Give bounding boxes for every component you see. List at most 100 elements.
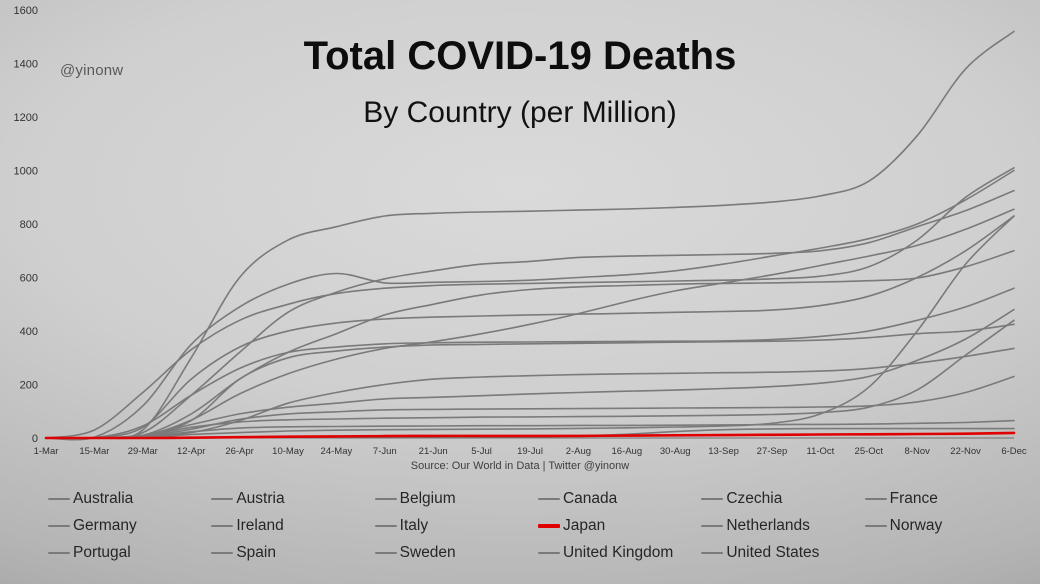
x-axis-tick-label: 1-Mar — [34, 446, 59, 457]
series-line-czechia — [45, 215, 1015, 439]
series-line-united-kingdom — [45, 189, 1015, 439]
y-axis-tick-label: 0 — [32, 433, 38, 445]
legend-item-ireland: Ireland — [211, 517, 374, 535]
y-axis-tick-label: 1600 — [14, 5, 38, 17]
legend-swatch-spain — [211, 552, 234, 554]
series-line-germany — [45, 375, 1015, 439]
x-axis-tick-label: 13-Sep — [708, 446, 739, 457]
x-axis-tick-label: 10-May — [272, 446, 304, 457]
x-axis-tick-label: 26-Apr — [225, 446, 254, 457]
x-axis-tick-label: 16-Aug — [611, 446, 642, 457]
legend-swatch-portugal — [48, 552, 70, 554]
legend-item-canada: Canada — [537, 490, 701, 508]
legend-label: United States — [726, 544, 820, 561]
legend-item-czechia: Czechia — [701, 490, 864, 508]
x-axis-tick-label: 15-Mar — [79, 446, 109, 457]
x-axis-tick-label: 27-Sep — [757, 446, 788, 457]
y-axis-tick-label: 200 — [20, 380, 38, 392]
legend-swatch-france — [864, 498, 887, 500]
legend-swatch-united-states — [701, 552, 724, 554]
legend-swatch-ireland — [211, 525, 234, 527]
legend-swatch-sweden — [374, 552, 397, 554]
page-title: Total COVID-19 Deaths — [303, 34, 737, 78]
y-axis-tick-label: 400 — [20, 326, 38, 338]
legend-label: Italy — [399, 517, 429, 534]
legend-swatch-belgium — [374, 498, 397, 500]
legend-item-germany: Germany — [48, 517, 211, 535]
legend-label: Belgium — [399, 490, 456, 507]
y-axis-tick-label: 1400 — [14, 59, 38, 71]
legend-label: Czechia — [726, 490, 783, 507]
x-axis-tick-label: 21-Jun — [419, 446, 448, 457]
series-line-netherlands — [45, 287, 1015, 440]
chart-legend: Australia Austria Belgium Canada Czechia Fran… — [48, 490, 1028, 562]
x-axis-tick-label: 7-Jun — [373, 446, 397, 457]
legend-swatch-italy — [374, 525, 397, 527]
x-axis-tick-label: 29-Mar — [128, 446, 158, 457]
legend-item-austria: Austria — [211, 490, 374, 508]
legend-label: Austria — [236, 490, 285, 507]
x-axis-tick-label: 19-Jul — [517, 446, 543, 457]
legend-swatch-united-kingdom — [537, 552, 560, 554]
legend-swatch-norway — [864, 525, 887, 527]
legend-item-spain: Spain — [211, 544, 374, 562]
watermark: @yinonw — [60, 62, 124, 79]
legend-label: Norway — [889, 517, 943, 534]
series-line-france — [45, 215, 1015, 440]
legend-label: Ireland — [236, 517, 284, 534]
legend-item-sweden: Sweden — [374, 544, 538, 562]
x-axis-tick-label: 30-Aug — [660, 446, 691, 457]
legend-item-portugal: Portugal — [48, 544, 211, 562]
legend-label: Canada — [562, 490, 618, 507]
series-line-sweden — [45, 250, 1015, 439]
series-line-italy — [45, 167, 1015, 439]
y-axis-tick-label: 1200 — [14, 112, 38, 124]
x-axis-tick-label: 2-Aug — [566, 446, 591, 457]
x-axis-tick-label: 25-Oct — [855, 446, 884, 457]
legend-label: Portugal — [73, 544, 131, 561]
x-axis-tick-label: 12-Apr — [177, 446, 206, 457]
legend-label: Australia — [73, 490, 134, 507]
legend-item-norway: Norway — [864, 517, 1028, 535]
legend-swatch-australia — [48, 498, 70, 500]
page-subtitle: By Country (per Million) — [363, 96, 677, 129]
y-axis-tick-label: 600 — [20, 273, 38, 285]
legend-item-belgium: Belgium — [374, 490, 538, 508]
x-axis-tick-label: 8-Nov — [905, 446, 931, 457]
legend-item-italy: Italy — [374, 517, 538, 535]
legend-label: Netherlands — [726, 517, 810, 534]
series-line-norway — [45, 419, 1015, 439]
x-axis-tick-label: 6-Dec — [1001, 446, 1027, 457]
series-line-united-states — [45, 208, 1015, 439]
legend-swatch-czechia — [701, 498, 724, 500]
series-line-ireland — [45, 323, 1015, 439]
legend-item-japan: Japan — [537, 517, 701, 535]
legend-item-united-kingdom: United Kingdom — [537, 544, 701, 562]
legend-swatch-canada — [537, 498, 560, 500]
legend-item-australia: Australia — [48, 490, 211, 508]
series-line-portugal — [45, 308, 1015, 439]
x-axis-tick-label: 11-Oct — [806, 446, 834, 457]
x-axis-tick-label: 22-Nov — [950, 446, 981, 457]
y-axis-tick-label: 1000 — [14, 166, 38, 178]
legend-item-france: France — [864, 490, 1028, 508]
series-line-belgium — [45, 30, 1015, 440]
legend-label: Germany — [73, 517, 137, 534]
legend-item-netherlands: Netherlands — [701, 517, 864, 535]
legend-label: France — [889, 490, 938, 507]
legend-swatch-austria — [211, 498, 234, 500]
legend-label: Sweden — [399, 544, 456, 561]
legend-swatch-netherlands — [701, 525, 724, 527]
legend-label: Spain — [236, 544, 276, 561]
legend-label: United Kingdom — [562, 544, 674, 561]
legend-label: Japan — [562, 517, 606, 534]
y-axis-tick-label: 800 — [20, 219, 38, 231]
series-line-austria — [45, 319, 1015, 439]
legend-item-united-states: United States — [701, 544, 864, 562]
x-axis-tick-label: 5-Jul — [471, 446, 492, 457]
series-line-spain — [45, 169, 1015, 441]
x-axis-tick-label: 24-May — [321, 446, 353, 457]
source-note: Source: Our World in Data | Twitter @yin… — [410, 460, 630, 472]
